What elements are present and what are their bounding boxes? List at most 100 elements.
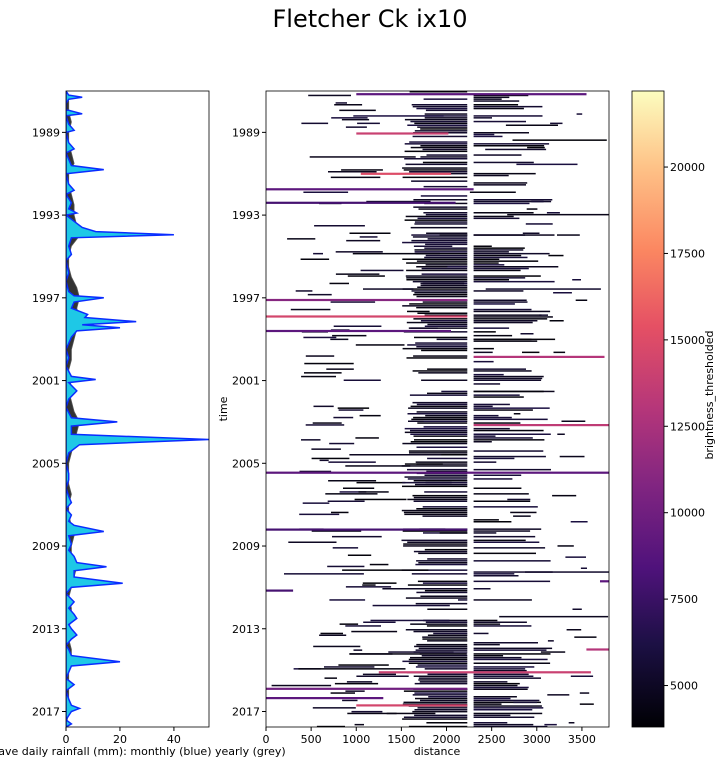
- heatmap-bright-row: [378, 671, 591, 674]
- heatmap-cell: [416, 346, 468, 348]
- heatmap-cell: [426, 154, 468, 156]
- heatmap-cell: [473, 642, 538, 644]
- heatmap-cell: [345, 586, 392, 588]
- heatmap-cell: [426, 722, 468, 724]
- heatmap-cell: [473, 94, 529, 97]
- heatmap-cell: [580, 567, 587, 569]
- heatmap-cell: [473, 575, 519, 577]
- heatmap-cell: [473, 120, 526, 123]
- heatmap-cell: [407, 584, 468, 586]
- heatmap-cell: [362, 584, 376, 586]
- heatmap-cell: [409, 171, 468, 173]
- heatmap-cell: [473, 370, 532, 372]
- heatmap-cell: [561, 420, 586, 422]
- heatmap-cell: [312, 422, 342, 424]
- heatmap-bright-row: [266, 315, 468, 318]
- heatmap-cell: [424, 589, 468, 592]
- heatmap-cell: [473, 247, 525, 249]
- heatmap-cell: [425, 213, 468, 216]
- heatmap-cell: [428, 696, 468, 698]
- heatmap-cell: [411, 104, 468, 106]
- heatmap-cell: [418, 679, 468, 681]
- heatmap-cell: [473, 573, 515, 575]
- heatmap-cell: [473, 439, 545, 441]
- heatmap-cell: [473, 696, 517, 698]
- heatmap-cell: [362, 673, 396, 676]
- heatmap-cell: [473, 416, 512, 419]
- heatmap-cell: [311, 530, 362, 532]
- heatmap-cell: [326, 368, 354, 370]
- heatmap-cell: [525, 223, 553, 225]
- colorbar-tick-label: 17500: [670, 247, 705, 260]
- heatmap-cell: [473, 662, 551, 664]
- heatmap-cell: [412, 494, 468, 497]
- heatmap-cell: [301, 122, 329, 125]
- heatmap-cell: [420, 145, 468, 147]
- heatmap-cell: [473, 303, 515, 305]
- heatmap-cell: [473, 390, 544, 393]
- heatmap-cell: [416, 508, 468, 510]
- heatmap-cell: [424, 548, 468, 551]
- heatmap-cell: [413, 435, 468, 437]
- heatmap-cell: [307, 293, 332, 296]
- heatmap-cell: [404, 143, 468, 145]
- heatmap-cell: [425, 109, 468, 112]
- heatmap-cell: [520, 333, 534, 335]
- heatmap-cell: [473, 331, 496, 333]
- heatmap-cell: [540, 651, 566, 653]
- heatmap-cell: [559, 455, 585, 458]
- heatmap-cell: [418, 552, 468, 555]
- heatmap-x-tick-label: 0: [263, 733, 270, 746]
- rainfall-axes: 0 20 40 1989 1993 1997 2001 2005 2009 2013 2017: [32, 126, 181, 746]
- heatmap-cell: [473, 258, 500, 260]
- heatmap-cell: [420, 699, 468, 702]
- heatmap-cell: [413, 630, 468, 633]
- heatmap-cell: [505, 124, 558, 126]
- heatmap-cell: [424, 113, 468, 115]
- heatmap-bright-row: [266, 298, 468, 302]
- heatmap-cell: [473, 145, 545, 147]
- heatmap-cell: [411, 418, 468, 421]
- heatmap-cell: [407, 478, 468, 480]
- heatmap-cell: [319, 459, 329, 462]
- heatmap-cell: [338, 664, 389, 666]
- heatmap-cell: [284, 573, 364, 575]
- heatmap-cell: [473, 405, 493, 408]
- heatmap-cell: [366, 200, 431, 203]
- colorbar-tick-label: 12500: [670, 420, 705, 433]
- heatmap-bright-row: [473, 355, 605, 358]
- heatmap-cell: [412, 694, 468, 696]
- rainfall-y-tick-label: 2013: [32, 623, 60, 636]
- heatmap-cell: [298, 668, 406, 670]
- heatmap-cell: [416, 643, 468, 646]
- heatmap-cell: [473, 725, 548, 727]
- heatmap-bright-row: [266, 687, 468, 690]
- heatmap-cell: [408, 407, 468, 409]
- heatmap-cell: [334, 682, 379, 685]
- heatmap-y-tick-label: 1993: [232, 209, 260, 222]
- heatmap-cell: [338, 409, 364, 411]
- heatmap-cell: [416, 107, 468, 110]
- heatmap-cell: [425, 414, 468, 417]
- heatmap-cell: [328, 461, 376, 463]
- heatmap-cell: [325, 493, 378, 495]
- heatmap-cell: [303, 191, 349, 193]
- heatmap-cell: [351, 630, 398, 633]
- heatmap-cell: [415, 461, 468, 463]
- heatmap-cell: [311, 457, 350, 460]
- heatmap-cell: [327, 500, 365, 502]
- heatmap-cell: [302, 502, 330, 504]
- heatmap-cell: [473, 541, 540, 543]
- heatmap-cell: [427, 608, 468, 610]
- heatmap-cell: [420, 595, 468, 597]
- heatmap-cell: [417, 312, 468, 314]
- heatmap-cell: [473, 723, 534, 726]
- heatmap-cell: [346, 681, 373, 683]
- heatmap-cell: [425, 254, 468, 257]
- heatmap-cell: [418, 372, 468, 374]
- heatmap-cell: [342, 569, 429, 571]
- heatmap-cell: [427, 457, 468, 460]
- heatmap-cell: [473, 656, 522, 659]
- heatmap-bright-row: [600, 580, 609, 583]
- rainfall-y-tick-label: 1989: [32, 126, 60, 139]
